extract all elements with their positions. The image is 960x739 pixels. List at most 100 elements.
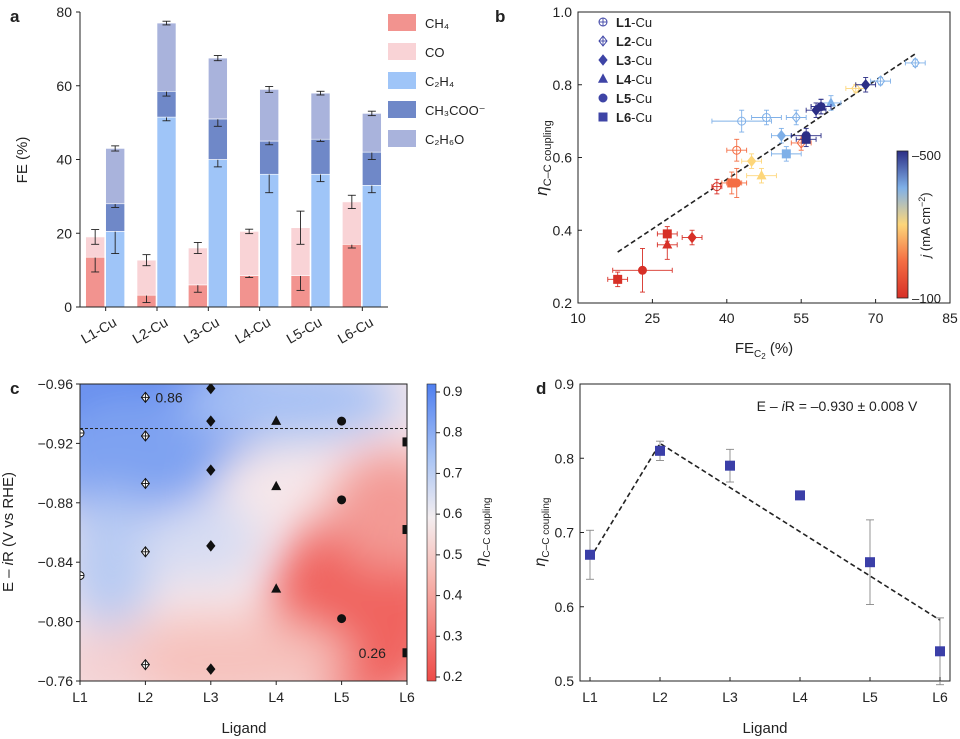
bar-L5-Cu-C2H6O (310, 92, 331, 140)
a-xtick-label-L2-Cu: L2-Cu (129, 314, 170, 347)
panel-c-y-label-i: i (0, 561, 17, 565)
panel-d-x-label: Ligand (742, 720, 787, 737)
legend-swatch-CO (388, 43, 416, 60)
panel-c-heatmap-blobs (80, 384, 407, 681)
b-point-22-shape (801, 134, 811, 144)
b-xtick-label-10: 10 (570, 310, 586, 326)
c-xtick-label-L5: L5 (334, 689, 350, 705)
panel-c-y-label-main: E – (0, 565, 17, 592)
panel-b-y-label-sub: C–C coupling (542, 120, 554, 186)
c-marker-2 (140, 391, 151, 404)
b-legend-label-L5-bold: L5 (616, 91, 631, 106)
bar-L6-Cu-C2H6O (362, 113, 382, 153)
b-point-9-shape (861, 78, 871, 91)
c-annotation-0: 0.86 (155, 389, 182, 405)
heat-blob-bottom-left (80, 625, 145, 681)
b-legend-label-L4-rest: -Cu (631, 72, 652, 87)
c-marker-7-shape (206, 384, 216, 395)
b-point-21 (637, 265, 647, 275)
panel-d-y-label: ηC–C coupling (532, 498, 552, 567)
b-legend-label-L4: L4-Cu (616, 72, 652, 87)
b-ytick-label-1.0: 1.0 (553, 4, 573, 20)
b-legend-label-L6-rest: -Cu (631, 110, 652, 125)
b-point-11-shape (776, 129, 787, 142)
b-ytick-label-0.8: 0.8 (553, 77, 573, 93)
b-point-18 (816, 102, 826, 112)
heat-blob-right (330, 450, 407, 570)
b-legend-marker-L2 (598, 35, 608, 47)
panel-c-y-ticks: −0.76 −0.80 −0.84 −0.88 −0.92 −0.96 (38, 376, 80, 689)
panel-d-y-label-sub: C–C coupling (541, 498, 552, 558)
d-point-L2-shape (655, 445, 665, 456)
d-point-L4-shape (795, 490, 805, 501)
b-ytick-label-0.4: 0.4 (553, 222, 573, 238)
c-marker-10-shape (206, 540, 216, 552)
panel-c-frame (79, 383, 408, 682)
b-point-24-shape (727, 178, 737, 188)
b-xtick-label-70: 70 (868, 310, 884, 326)
panel-b-y-label: ηC–C coupling (532, 120, 554, 196)
c-cbtick-label-0.8: 0.8 (443, 424, 463, 440)
b-xtick-label-85: 85 (942, 310, 958, 326)
d-point-L2 (655, 445, 665, 456)
panel-b-x-label-unit: (%) (766, 340, 794, 357)
b-point-16 (756, 170, 767, 180)
c-marker-15-shape (337, 416, 347, 426)
c-marker-6 (140, 658, 151, 671)
b-legend-marker-L6-shape (598, 112, 608, 122)
panel-c-x-ticks: L1 L2 L3 L4 L5 L6 (72, 681, 415, 705)
d-xtick-label-L5: L5 (862, 689, 878, 705)
panel-d-chart: 0.5 0.6 0.7 0.8 0.9 L1 L2 L3 L4 L5 L6 E – iR = –0… (532, 376, 951, 737)
panel-label-d: d (536, 379, 546, 398)
bar-L2-Cu-C2H6O (156, 22, 177, 92)
b-point-1 (761, 112, 771, 122)
c-marker-20-shape (402, 648, 407, 658)
b-point-22 (801, 134, 811, 144)
c-marker-7 (206, 384, 216, 395)
c-marker-17 (337, 614, 347, 624)
c-xtick-label-L2: L2 (138, 689, 154, 705)
d-point-L3-shape (725, 460, 735, 471)
heat-blob-bottom (90, 615, 350, 681)
b-point-17 (662, 239, 673, 249)
c-xtick-label-L1: L1 (72, 689, 88, 705)
legend-swatch-CH3COO (388, 101, 416, 118)
c-marker-11 (206, 663, 216, 675)
c-ytick-label-5: −0.96 (38, 376, 74, 392)
panel-c-y-label: E – iR (V vs RHE) (0, 472, 17, 592)
b-ytick-label-0.6: 0.6 (553, 150, 573, 166)
c-marker-15 (337, 416, 347, 426)
b-legend-marker-L5-shape (598, 93, 608, 103)
c-marker-12 (271, 415, 282, 425)
c-xtick-label-L3: L3 (203, 689, 219, 705)
c-marker-11-shape (206, 663, 216, 675)
b-point-24 (727, 178, 737, 188)
c-marker-13 (271, 480, 282, 491)
c-cbtick-label-0.5: 0.5 (443, 546, 463, 562)
a-ytick-label-60: 60 (56, 78, 72, 94)
c-marker-8-shape (206, 415, 216, 427)
b-point-13-shape (687, 231, 697, 244)
panel-a-bars (85, 20, 382, 308)
b-point-26-shape (613, 274, 623, 284)
panel-a-y-label: FE (%) (14, 137, 31, 184)
d-point-L5-shape (865, 557, 875, 568)
b-legend-label-L3-rest: -Cu (631, 53, 652, 68)
b-point-6 (851, 82, 861, 95)
c-marker-17-shape (337, 614, 347, 624)
d-point-L5 (865, 557, 875, 568)
bar-L4-Cu-C2H6O (259, 89, 279, 142)
b-point-25-shape (662, 229, 672, 239)
b-point-4 (910, 57, 920, 69)
panel-c-x-label: Ligand (221, 720, 266, 737)
c-marker-3 (140, 430, 151, 442)
d-xtick-label-L4: L4 (792, 689, 808, 705)
c-cbtick-label-0.7: 0.7 (443, 464, 463, 480)
c-cbtick-label-0.4: 0.4 (443, 587, 463, 603)
d-point-L1-shape (585, 549, 595, 560)
bar-L4-Cu-C2H4 (259, 173, 279, 308)
a-xtick-label-L5-Cu: L5-Cu (283, 314, 324, 347)
legend-label-CH3COO: CH₃COO⁻ (425, 103, 486, 118)
